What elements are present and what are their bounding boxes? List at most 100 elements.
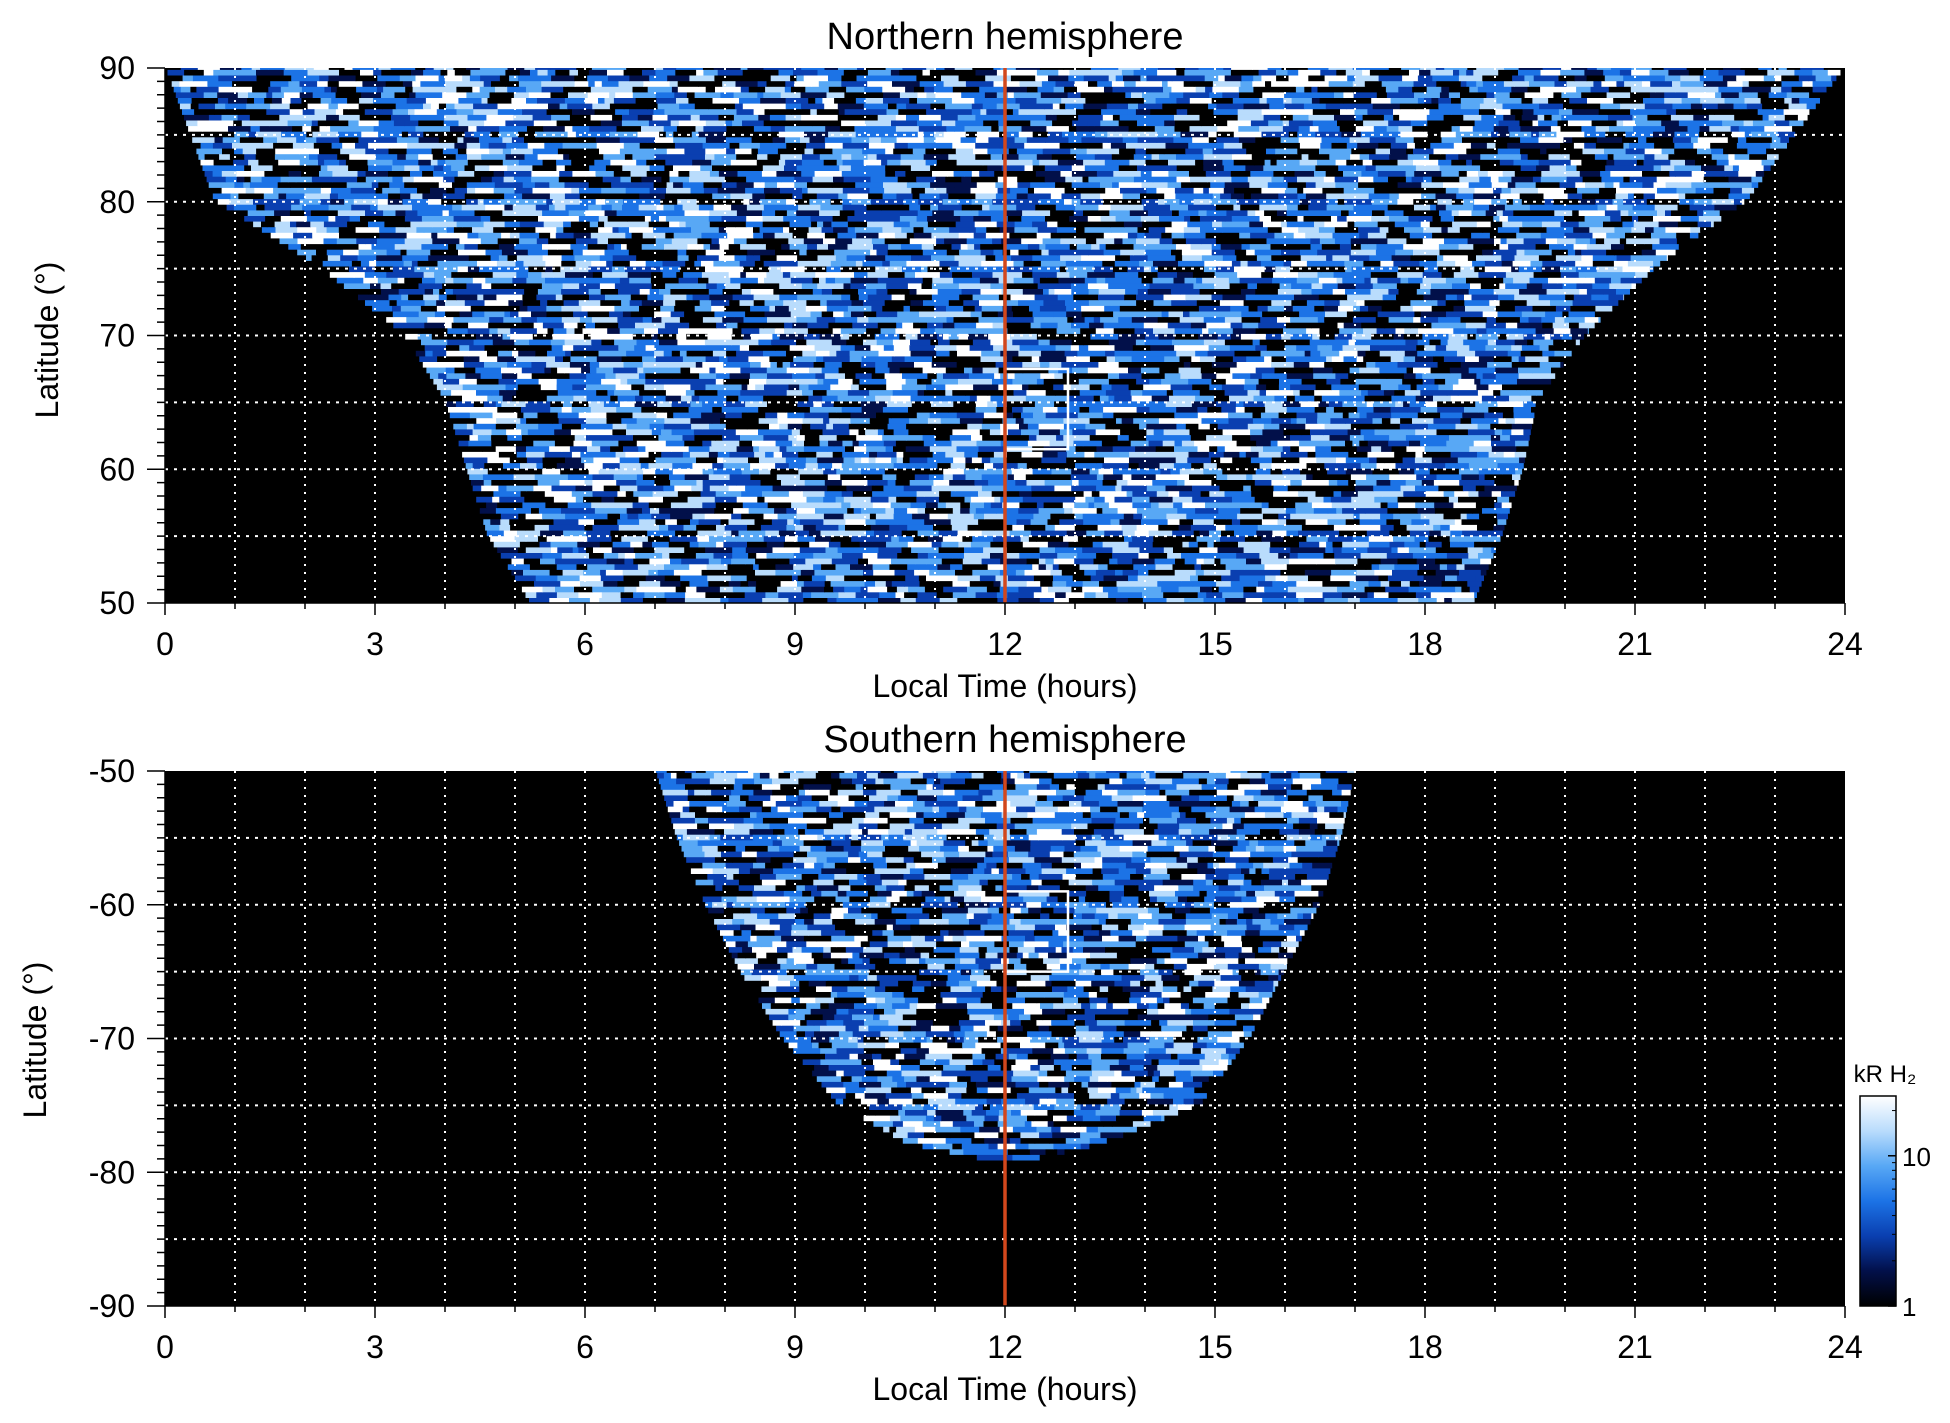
emission-cell: [691, 423, 703, 430]
emission-cell: [1457, 288, 1470, 295]
emission-cell: [925, 501, 939, 509]
emission-cell: [1436, 597, 1445, 603]
emission-cell: [1436, 428, 1450, 436]
emission-cell: [854, 209, 882, 216]
emission-cell: [763, 232, 776, 239]
emission-cell: [604, 249, 630, 256]
emission-cell: [483, 198, 501, 205]
emission-cell: [1105, 350, 1115, 357]
emission-cell: [479, 507, 497, 514]
emission-cell: [571, 406, 579, 413]
emission-cell: [541, 473, 569, 480]
emission-cell: [1032, 265, 1061, 273]
emission-cell: [1481, 535, 1501, 542]
emission-cell: [843, 310, 852, 318]
emission-cell: [541, 271, 554, 278]
emission-cell: [487, 456, 511, 464]
emission-cell: [1230, 305, 1250, 312]
emission-cell: [1435, 558, 1463, 565]
emission-cell: [1353, 204, 1366, 211]
emission-cell: [1158, 412, 1175, 419]
emission-cell: [746, 254, 761, 261]
emission-cell: [1470, 282, 1482, 289]
emission-cell: [877, 552, 898, 559]
emission-cell: [723, 541, 748, 548]
emission-cell: [1472, 507, 1483, 514]
emission-cell: [453, 215, 468, 222]
emission-cell: [1059, 428, 1073, 436]
emission-cell: [1277, 288, 1302, 295]
emission-cell: [1326, 355, 1333, 362]
emission-cell: [1389, 580, 1402, 587]
emission-cell: [1163, 473, 1190, 480]
emission-cell: [1066, 412, 1079, 419]
emission-cell: [1163, 434, 1192, 441]
emission-cell: [1237, 271, 1262, 278]
emission-cell: [557, 389, 571, 396]
emission-cell: [645, 513, 652, 520]
emission-cell: [448, 209, 476, 216]
emission-cell: [1360, 552, 1368, 559]
emission-cell: [975, 406, 997, 413]
emission-cell: [1033, 277, 1041, 284]
emission-cell: [1022, 383, 1029, 391]
emission-cell: [981, 456, 991, 464]
emission-cell: [670, 288, 690, 295]
emission-cell: [518, 479, 539, 486]
emission-cell: [750, 597, 763, 603]
emission-cell: [1077, 361, 1099, 368]
emission-cell: [807, 243, 818, 250]
emission-cell: [274, 221, 291, 228]
emission-cell: [926, 580, 954, 587]
emission-cell: [1145, 249, 1172, 256]
emission-cell: [694, 501, 703, 509]
emission-cell: [1522, 221, 1543, 228]
emission-cell: [697, 535, 710, 542]
emission-cell: [732, 586, 757, 593]
emission-cell: [614, 563, 639, 570]
emission-cell: [898, 535, 914, 542]
emission-cell: [598, 221, 605, 228]
emission-cell: [1159, 215, 1185, 222]
emission-cell: [579, 282, 601, 289]
emission-cell: [1345, 518, 1361, 525]
emission-cell: [1560, 221, 1580, 228]
emission-cell: [1316, 260, 1345, 267]
emission-cell: [611, 535, 622, 542]
emission-cell: [444, 395, 463, 402]
emission-cell: [696, 586, 721, 593]
emission-cell: [995, 574, 1009, 582]
emission-cell: [1400, 485, 1416, 492]
emission-cell: [1198, 305, 1222, 312]
emission-cell: [973, 215, 992, 222]
emission-cell: [884, 462, 895, 469]
emission-cell: [417, 260, 439, 267]
emission-cell: [1617, 204, 1634, 211]
emission-cell: [684, 440, 703, 447]
emission-cell: [1498, 333, 1508, 340]
emission-cell: [1390, 417, 1401, 424]
emission-cell: [1142, 597, 1168, 603]
emission-cell: [1560, 265, 1577, 273]
emission-cell: [841, 462, 860, 469]
emission-cell: [1437, 299, 1447, 306]
emission-cell: [531, 372, 552, 379]
emission-cell: [1296, 580, 1323, 587]
emission-cell: [618, 288, 641, 295]
emission-cell: [546, 535, 570, 542]
emission-cell: [1216, 372, 1233, 379]
emission-cell: [540, 558, 556, 565]
emission-cell: [356, 237, 366, 245]
emission-cell: [654, 310, 672, 318]
emission-cell: [609, 310, 624, 318]
emission-cell: [665, 215, 686, 222]
emission-cell: [1450, 451, 1459, 458]
emission-cell: [1191, 400, 1208, 407]
emission-cell: [1359, 367, 1380, 374]
emission-cell: [548, 524, 560, 531]
emission-cell: [958, 282, 977, 289]
emission-cell: [1436, 468, 1460, 475]
emission-cell: [1216, 580, 1232, 587]
emission-cell: [1408, 423, 1429, 430]
emission-cell: [1174, 412, 1199, 419]
